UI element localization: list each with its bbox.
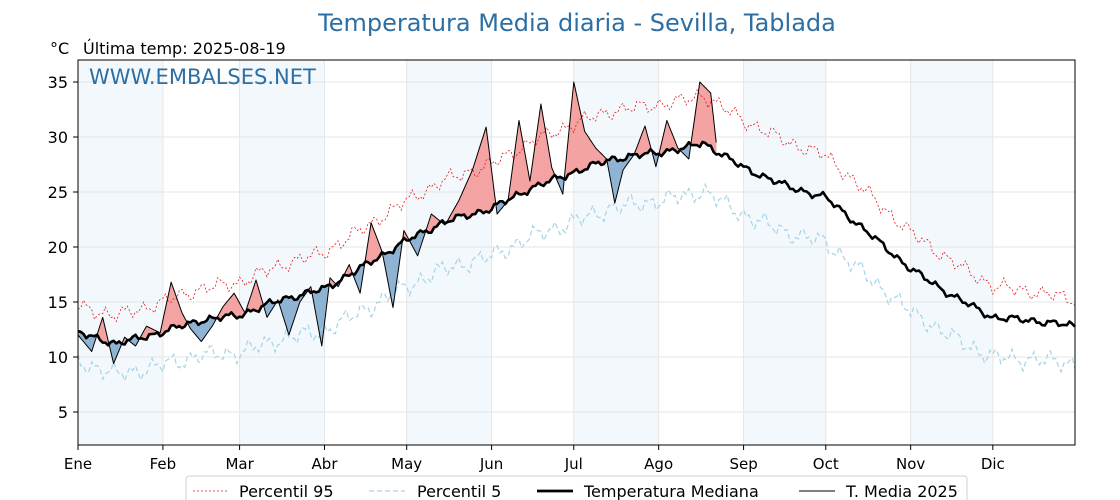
anomaly-fill — [699, 81, 703, 147]
legend-label-mean2025: T. Media 2025 — [845, 482, 958, 500]
plot-frame — [77, 59, 1076, 446]
month-band — [910, 60, 993, 445]
x-tick-label: Abr — [312, 455, 339, 473]
legend-label-median: Temperatura Mediana — [583, 482, 759, 500]
x-tick-label: Ene — [64, 455, 92, 473]
anomaly-fill — [483, 127, 487, 214]
x-tick-label: Oct — [813, 455, 839, 473]
month-band — [406, 60, 492, 445]
month-band — [573, 60, 659, 445]
anomaly-fill — [477, 144, 481, 211]
anomaly-fill — [702, 84, 706, 144]
y-tick-label: 30 — [48, 128, 68, 147]
y-tick-label: 25 — [48, 183, 68, 202]
x-tick-label: Jun — [479, 455, 503, 473]
x-tick-label: Sep — [729, 455, 757, 473]
x-tick-label: May — [391, 455, 422, 473]
y-tick-label: 20 — [48, 238, 68, 257]
anomaly-fill — [480, 135, 484, 214]
anomaly-fill — [705, 87, 709, 146]
y-tick-label: 15 — [48, 293, 68, 312]
series-lines — [77, 81, 1076, 383]
month-band — [239, 60, 325, 445]
x-tick-label: Dic — [981, 455, 1005, 473]
anomaly-fill — [573, 81, 577, 172]
legend-box — [185, 475, 968, 500]
y-tick-label: 35 — [48, 73, 68, 92]
anomaly-fill — [475, 152, 479, 215]
anomaly-fill — [707, 89, 711, 146]
legend-label-p5: Percentil 5 — [417, 482, 501, 500]
last-update-label: Última temp: 2025-08-19 — [83, 39, 286, 58]
anomaly-fill — [584, 130, 588, 170]
legend-label-p95: Percentil 95 — [239, 482, 334, 500]
month-shading — [78, 60, 993, 445]
month-band — [78, 60, 163, 445]
mean-2025-line — [77, 81, 717, 365]
legend: Percentil 95 Percentil 5 Temperatura Med… — [185, 475, 968, 500]
month-band — [743, 60, 826, 445]
anomaly-fill — [469, 169, 473, 218]
watermark: WWW.EMBALSES.NET — [89, 65, 316, 89]
percentile-95-line — [77, 88, 1076, 323]
x-tick-label: Nov — [896, 455, 925, 473]
y-tick-label: 10 — [48, 348, 68, 367]
y-tick-label: 5 — [58, 403, 68, 422]
median-line — [77, 140, 1076, 347]
unit-label: °C — [50, 39, 69, 58]
x-tick-label: Jul — [564, 455, 583, 473]
y-axis-ticks: 5 10 15 20 25 30 35 — [48, 73, 78, 422]
x-tick-label: Mar — [225, 455, 254, 473]
percentile-5-line — [77, 182, 1076, 383]
chart-title: Temperatura Media diaria - Sevilla, Tabl… — [317, 9, 836, 37]
x-tick-label: Feb — [150, 455, 177, 473]
x-axis-ticks: Ene Feb Mar Abr May Jun Jul Ago Sep Oct Nov Dic — [64, 445, 1005, 473]
x-tick-label: Ago — [644, 455, 673, 473]
